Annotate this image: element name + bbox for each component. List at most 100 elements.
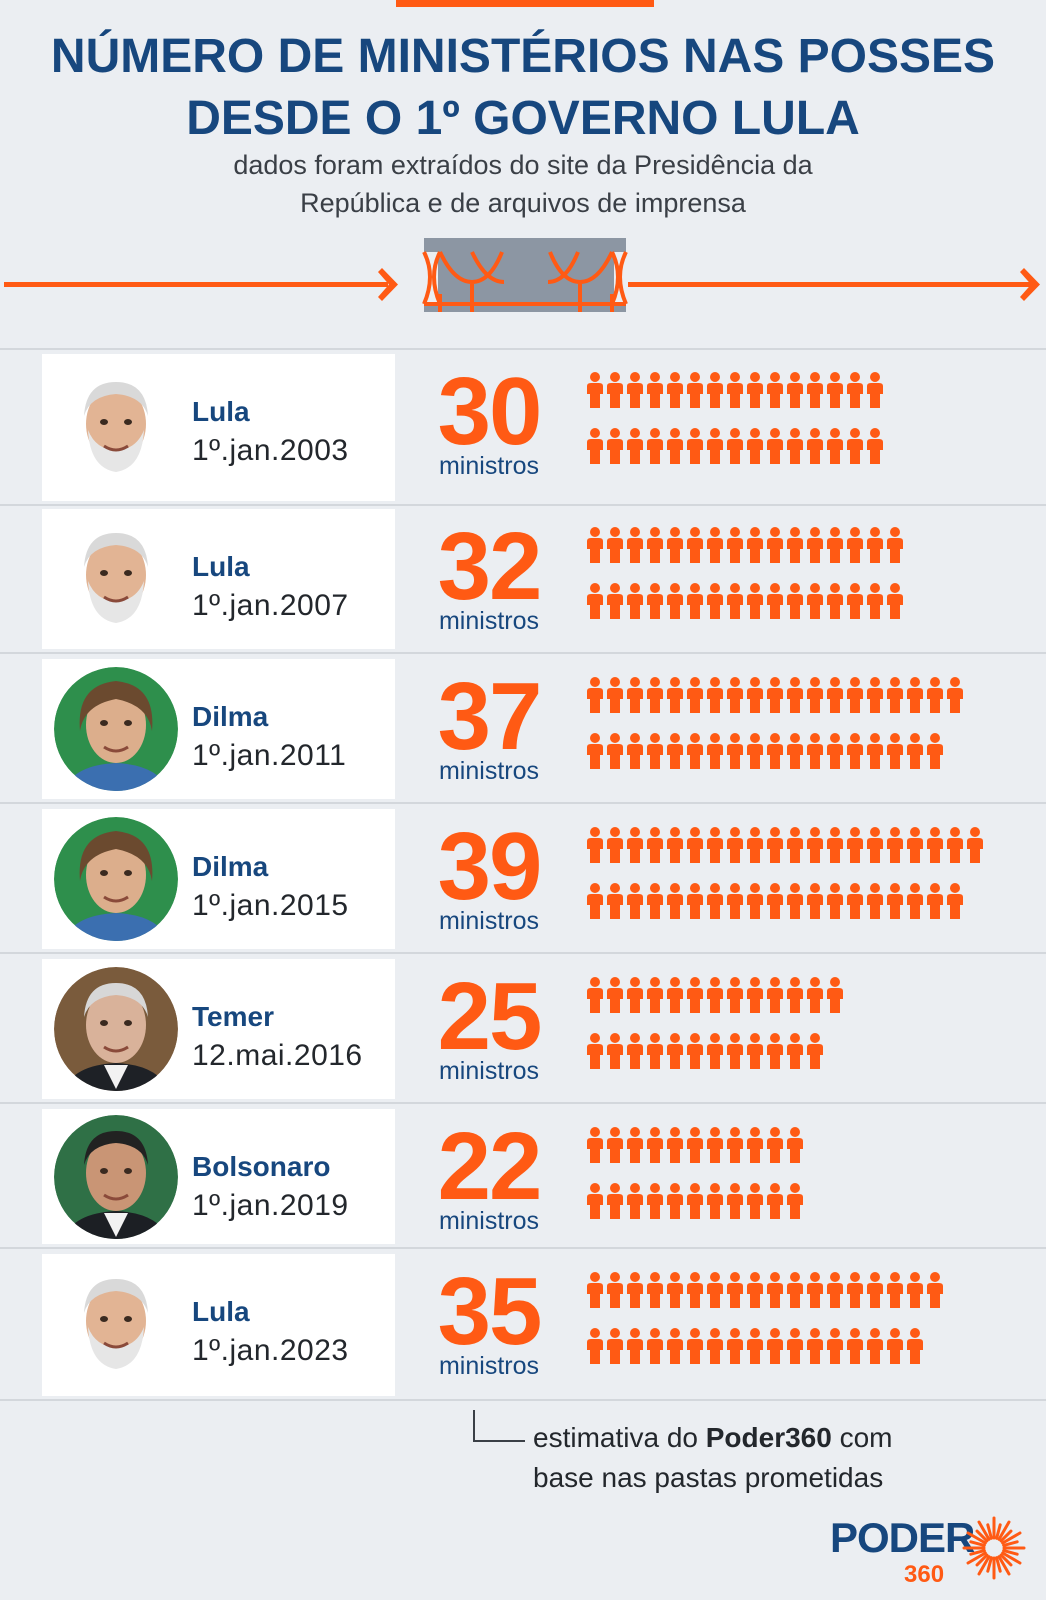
person-icon (627, 428, 643, 464)
person-icon (607, 977, 623, 1013)
person-icon (607, 883, 623, 919)
person-icon (827, 372, 843, 408)
sun-rays-icon (962, 1516, 1026, 1580)
person-icon (947, 883, 963, 919)
person-icon (907, 677, 923, 713)
person-icon (887, 583, 903, 619)
president-name: Lula (192, 551, 250, 582)
person-icon (767, 1033, 783, 1069)
person-icon (887, 827, 903, 863)
person-icon (807, 1328, 823, 1364)
person-icon (747, 527, 763, 563)
person-icon (687, 428, 703, 464)
person-icon (627, 1183, 643, 1219)
person-icon (667, 583, 683, 619)
footnote-brand: Poder360 (705, 1422, 832, 1453)
top-accent-bar (396, 0, 654, 7)
inauguration-date: 1º.jan.2011 (192, 739, 347, 772)
person-icon (807, 527, 823, 563)
person-icon (847, 677, 863, 713)
inauguration-date: 1º.jan.2019 (192, 1189, 349, 1222)
person-icon (867, 733, 883, 769)
person-icon (667, 733, 683, 769)
unit-label: ministros (438, 1057, 539, 1085)
person-icon (727, 583, 743, 619)
person-icon (607, 1033, 623, 1069)
person-icon (727, 372, 743, 408)
chart-title: NÚMERO DE MINISTÉRIOS NAS POSSES DESDE O… (0, 26, 1046, 150)
person-icon (827, 583, 843, 619)
palace-icon (422, 238, 628, 312)
person-icon (927, 733, 943, 769)
person-icon (647, 1033, 663, 1069)
person-icon (907, 1272, 923, 1308)
chart-row: Lula 1º.jan.2023 35 ministros (0, 1250, 1046, 1401)
person-icon (787, 1272, 803, 1308)
person-icon (847, 527, 863, 563)
person-icon (747, 677, 763, 713)
person-icon (707, 428, 723, 464)
person-icon (747, 883, 763, 919)
lula-photo (84, 1279, 148, 1369)
person-icon (727, 1272, 743, 1308)
person-icon (767, 977, 783, 1013)
person-icon (747, 428, 763, 464)
unit-label: ministros (438, 757, 539, 785)
person-icon (727, 527, 743, 563)
person-icon (787, 733, 803, 769)
president-card: Bolsonaro 1º.jan.2019 (42, 1109, 395, 1244)
inauguration-date: 1º.jan.2007 (192, 589, 349, 622)
person-icon (867, 583, 883, 619)
person-icon (687, 1272, 703, 1308)
row-separator (0, 952, 1046, 954)
person-icon (647, 372, 663, 408)
president-card: Lula 1º.jan.2007 (42, 509, 395, 649)
person-icon (707, 677, 723, 713)
person-icon (887, 733, 903, 769)
person-icon (807, 827, 823, 863)
minister-icons (587, 527, 903, 619)
title-line-1: NÚMERO DE MINISTÉRIOS NAS POSSES (50, 30, 996, 83)
unit-label: ministros (438, 452, 539, 480)
person-icon (587, 583, 603, 619)
unit-label: ministros (438, 1352, 539, 1380)
person-icon (767, 583, 783, 619)
person-icon (607, 372, 623, 408)
palace-timeline-divider (4, 238, 1040, 312)
person-icon (647, 883, 663, 919)
person-icon (647, 977, 663, 1013)
person-icon (787, 527, 803, 563)
person-icon (627, 1127, 643, 1163)
person-icon (787, 1328, 803, 1364)
person-icon (667, 1127, 683, 1163)
president-card: Lula 1º.jan.2003 (42, 354, 395, 501)
unit-label: ministros (438, 1207, 539, 1235)
person-icon (827, 977, 843, 1013)
person-icon (847, 1272, 863, 1308)
person-icon (707, 372, 723, 408)
person-icon (807, 733, 823, 769)
person-icon (627, 527, 643, 563)
person-icon (647, 1328, 663, 1364)
footnote-bracket (473, 1410, 525, 1442)
unit-label: ministros (438, 607, 539, 635)
person-icon (587, 1033, 603, 1069)
minister-icons (587, 1272, 943, 1364)
person-icon (607, 1272, 623, 1308)
left-arrow (4, 268, 398, 301)
person-icon (787, 1183, 803, 1219)
person-icon (627, 827, 643, 863)
row-separator (0, 1102, 1046, 1104)
person-icon (687, 977, 703, 1013)
person-icon (747, 372, 763, 408)
person-icon (727, 883, 743, 919)
minister-icons (587, 677, 963, 769)
person-icon (807, 372, 823, 408)
minister-count: 30 (437, 358, 543, 465)
person-icon (587, 977, 603, 1013)
person-icon (947, 827, 963, 863)
president-name: Temer (192, 1001, 274, 1032)
person-icon (787, 372, 803, 408)
person-icon (707, 977, 723, 1013)
person-icon (807, 583, 823, 619)
